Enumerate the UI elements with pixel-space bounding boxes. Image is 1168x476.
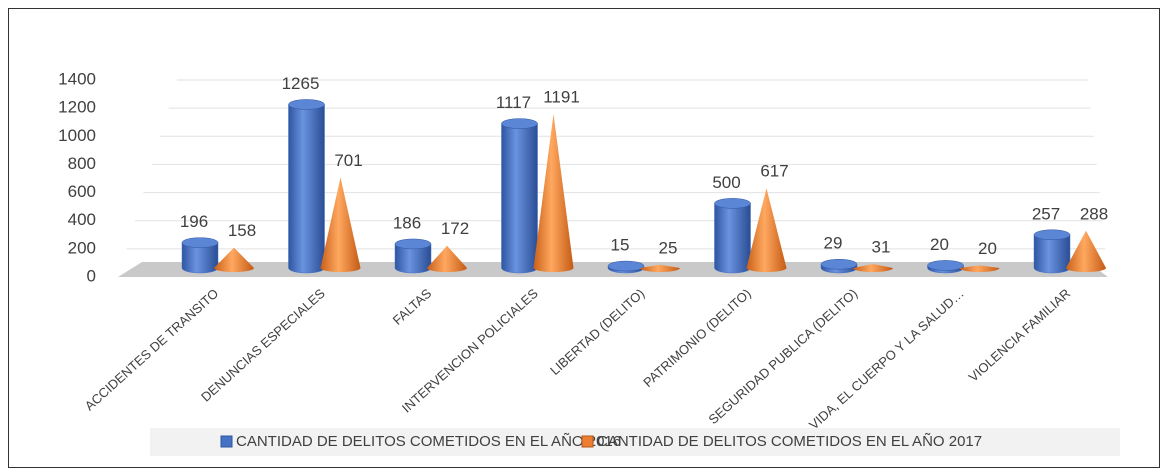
cone (640, 264, 680, 272)
cylinder-top (501, 118, 538, 129)
bar (394, 238, 432, 274)
bar (714, 198, 751, 274)
bar (927, 260, 964, 274)
cylinder (1033, 234, 1071, 274)
bar (607, 260, 645, 274)
cylinder (288, 104, 325, 274)
value-label: 1191 (543, 88, 580, 107)
value-label: 1265 (282, 74, 320, 93)
y-tick-label: 800 (68, 154, 96, 173)
cone (320, 177, 361, 272)
legend-label: CANTIDAD DE DELITOS COMETIDOS EN EL AÑO … (236, 433, 621, 450)
cylinder-top (927, 260, 964, 271)
value-label: 158 (228, 221, 256, 240)
legend-label: CANTIDAD DE DELITOS COMETIDOS EN EL AÑO … (597, 433, 982, 450)
y-tick-label: 1200 (58, 98, 96, 117)
value-label: 20 (978, 239, 997, 258)
cylinder-top (394, 238, 432, 250)
y-tick-label: 0 (87, 266, 96, 285)
value-label: 15 (611, 236, 630, 255)
legend-swatch (581, 435, 594, 448)
bar (181, 237, 219, 274)
value-label: 288 (1080, 204, 1108, 223)
cone (214, 247, 254, 272)
cone (959, 265, 1000, 272)
value-label: 186 (393, 213, 421, 232)
value-label: 20 (930, 235, 949, 254)
value-label: 31 (872, 237, 891, 256)
value-label: 701 (334, 151, 362, 170)
y-tick-label: 600 (68, 182, 96, 201)
legend (150, 428, 1120, 456)
cylinder (714, 203, 751, 274)
legend-swatch (220, 435, 233, 448)
y-tick-label: 1000 (58, 126, 96, 145)
value-label: 25 (659, 238, 678, 257)
value-label: 500 (712, 173, 740, 192)
value-label: 196 (180, 212, 208, 231)
value-label: 172 (441, 219, 469, 238)
cylinder-top (1033, 229, 1071, 241)
cone (1066, 230, 1106, 272)
cylinder-top (181, 237, 219, 248)
bar (1033, 229, 1071, 274)
y-tick-label: 200 (68, 238, 96, 257)
value-label: 617 (760, 162, 788, 181)
cylinder (501, 123, 538, 274)
cylinder-top (714, 198, 751, 209)
cylinder-top (820, 259, 858, 270)
y-tick-label: 1400 (58, 69, 96, 88)
bar (820, 259, 858, 274)
y-tick-label: 400 (68, 210, 96, 229)
cone (427, 245, 467, 272)
value-label: 29 (824, 234, 843, 253)
cone (533, 114, 574, 272)
cylinder-top (607, 260, 645, 272)
value-label: 1117 (496, 93, 531, 112)
bar (288, 99, 325, 274)
cylinder-top (288, 99, 325, 110)
cone (853, 263, 893, 272)
cone (746, 188, 787, 272)
bar (501, 118, 538, 274)
value-label: 257 (1032, 204, 1060, 223)
